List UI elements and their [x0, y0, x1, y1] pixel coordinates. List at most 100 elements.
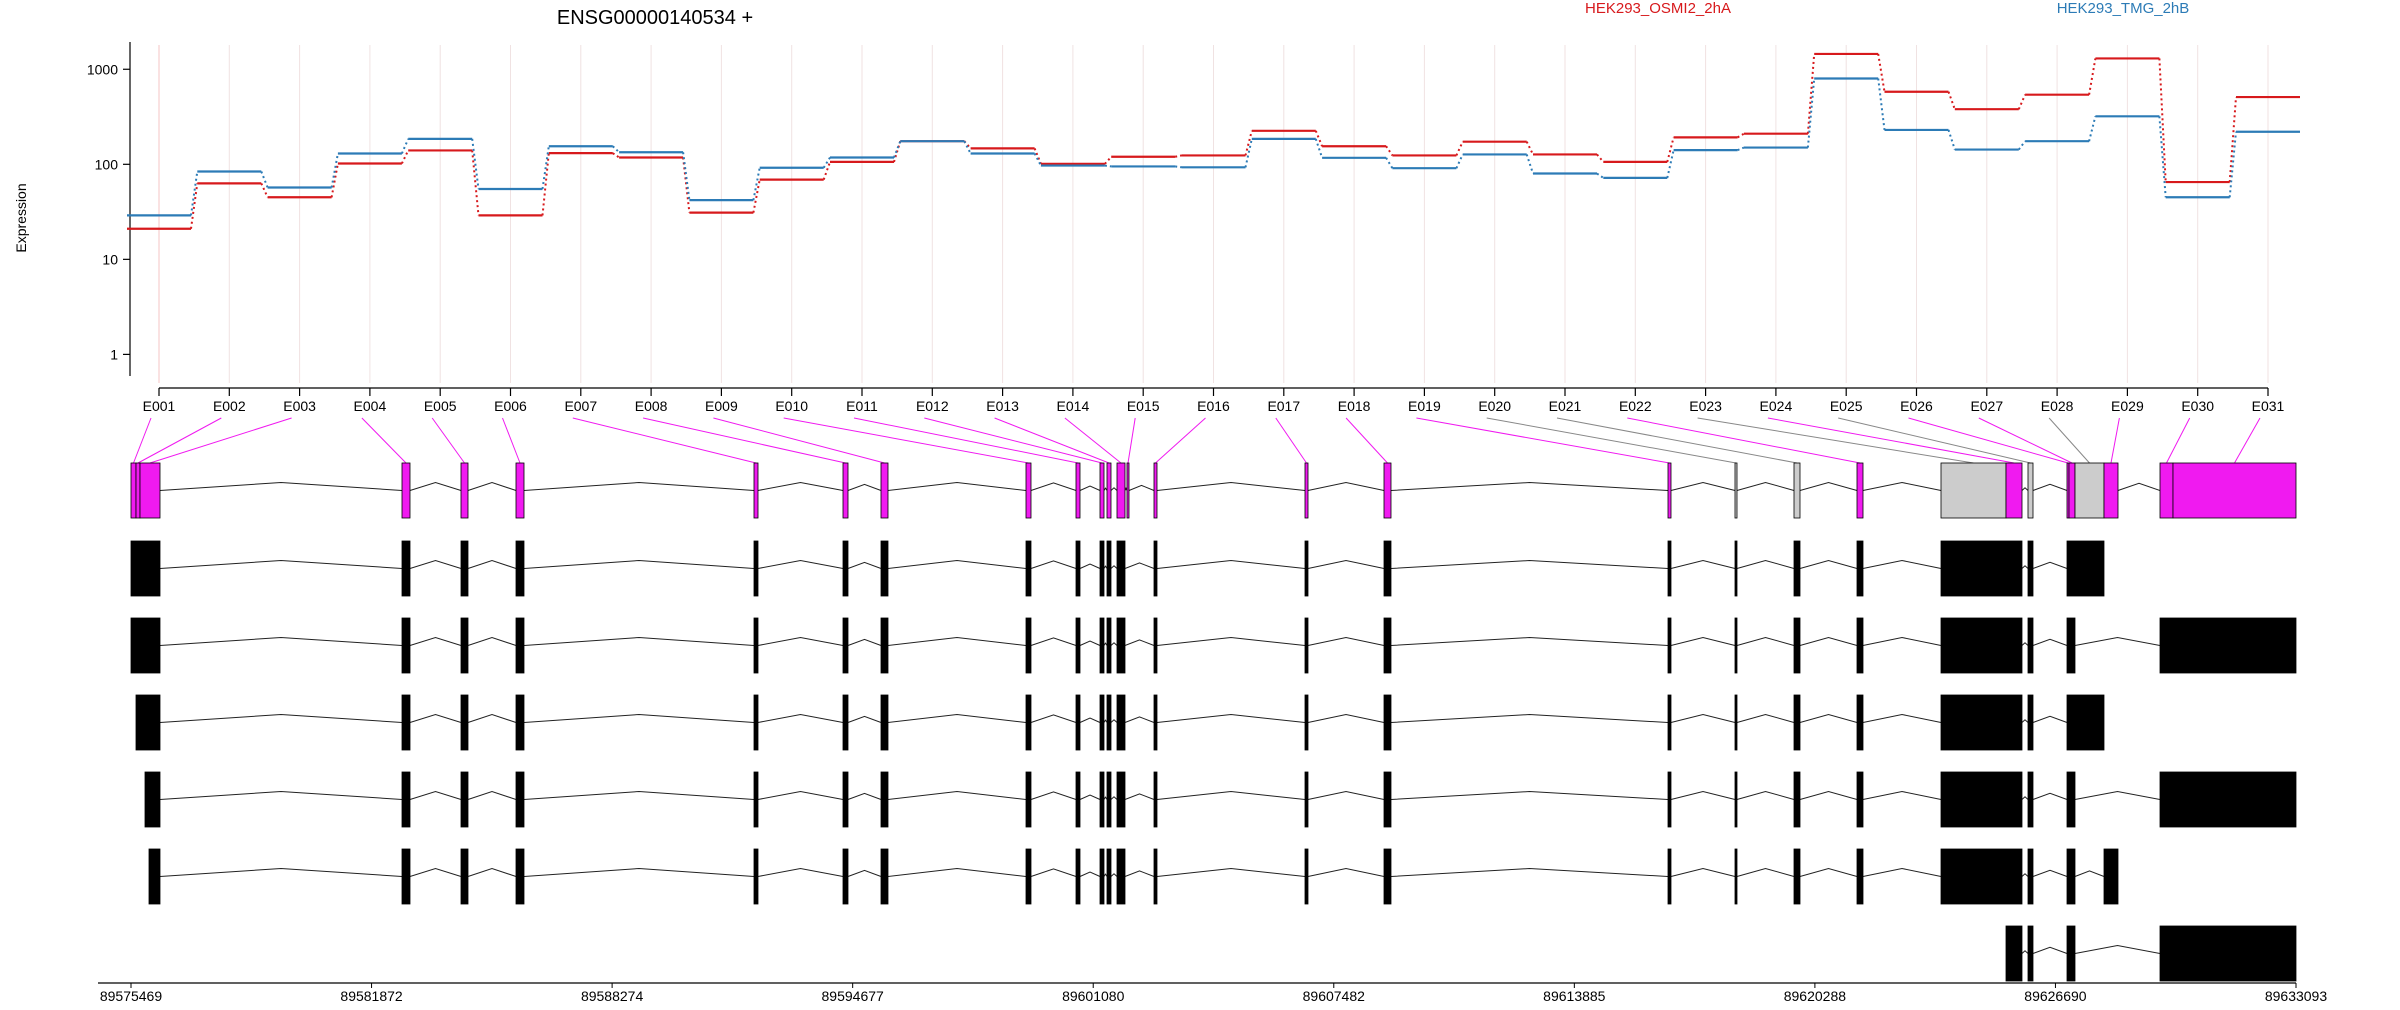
exon-block [1106, 848, 1112, 905]
exon-block [460, 848, 469, 905]
exon-block [2027, 848, 2034, 905]
exon-block [2159, 925, 2297, 982]
x-tick-label: E018 [1338, 398, 1371, 414]
x-tick-label: E015 [1127, 398, 1160, 414]
series-connector [1947, 91, 1956, 110]
series-connector [541, 146, 550, 190]
intron [1307, 481, 1385, 491]
genome-tick-label: 89607482 [1303, 988, 1366, 1004]
intron [1103, 642, 1108, 646]
exon-block [144, 771, 161, 828]
series-connector [1806, 78, 1816, 148]
series-connector [1033, 153, 1042, 167]
series-connector [1947, 129, 1956, 150]
intron [1862, 867, 1942, 877]
genome-tick-label: 89588274 [581, 988, 644, 1004]
intron [1799, 481, 1858, 491]
intron [1307, 636, 1385, 646]
intron [1124, 870, 1155, 877]
intron [1736, 636, 1795, 646]
x-tick-label: E030 [2181, 398, 2214, 414]
x-tick-label: E013 [986, 398, 1019, 414]
exon-block [1153, 617, 1158, 674]
exon-block [139, 462, 161, 519]
exon-block [1856, 694, 1864, 751]
intron [2021, 796, 2029, 800]
exon-block [1025, 617, 1032, 674]
intron [1124, 716, 1155, 723]
series-connector [612, 145, 620, 153]
intron [1390, 636, 1669, 646]
intron [1156, 867, 1306, 877]
exon-block [1153, 694, 1158, 751]
x-tick-label: E024 [1760, 398, 1793, 414]
intron [2032, 638, 2068, 646]
exon-block [1793, 540, 1801, 597]
x-tick-label: E022 [1619, 398, 1652, 414]
intron [1103, 565, 1108, 569]
exon-block [1116, 462, 1126, 519]
exon-block [2005, 462, 2023, 519]
x-tick-label: E014 [1057, 398, 1090, 414]
exon-connector [1908, 417, 2069, 464]
exon-block [515, 848, 525, 905]
intron [1124, 793, 1155, 800]
intron [1799, 559, 1858, 569]
intron [1862, 790, 1942, 800]
exon-block [1734, 694, 1738, 751]
exon-block [1025, 462, 1032, 519]
exon-block [1667, 540, 1672, 597]
exon-block [1383, 617, 1392, 674]
genome-tick-label: 89581872 [340, 988, 403, 1004]
intron [887, 559, 1027, 569]
exon-block [515, 771, 525, 828]
exon-block [1734, 771, 1738, 828]
series-connector [682, 157, 691, 213]
exon-connector [137, 417, 222, 464]
exon-block [1304, 462, 1309, 519]
intron [2032, 792, 2068, 800]
exon-block [1793, 848, 1801, 905]
intron [2021, 873, 2029, 877]
exon-block [2159, 462, 2174, 519]
exon-connector [133, 417, 152, 464]
intron [1736, 867, 1795, 877]
intron [409, 790, 462, 800]
exon-connector [1978, 417, 2073, 464]
intron [1103, 487, 1108, 491]
series-connector [2088, 58, 2097, 95]
exon-block [130, 462, 137, 519]
exon-block [1099, 694, 1105, 751]
intron [1307, 790, 1385, 800]
exon-connector [431, 417, 465, 464]
exon-connector [1627, 417, 1861, 464]
series-connector [1244, 138, 1253, 168]
exon-block [1106, 694, 1112, 751]
exon-block [1116, 771, 1126, 828]
intron [1390, 790, 1669, 800]
y-tick-label: 1000 [87, 61, 118, 77]
x-tick-label: E016 [1197, 398, 1230, 414]
series-connector [1877, 78, 1886, 131]
exon-block [1383, 462, 1392, 519]
intron [757, 867, 844, 877]
intron [757, 481, 844, 491]
intron [1156, 481, 1306, 491]
legend-series-1: HEK293_OSMI2_2hA [1585, 0, 1731, 17]
series-connector [1314, 138, 1324, 159]
exon-block [1153, 848, 1158, 905]
intron [523, 636, 755, 646]
series-connector [1175, 165, 1182, 169]
exon-block [1153, 771, 1158, 828]
exon-connector [2234, 417, 2261, 464]
x-tick-label: E001 [143, 398, 176, 414]
exon-block [880, 617, 889, 674]
exon-block [1099, 462, 1105, 519]
intron [1307, 713, 1385, 723]
intron [467, 790, 517, 800]
exon-block [2103, 462, 2119, 519]
x-tick-label: E002 [213, 398, 246, 414]
exon-block [135, 462, 141, 519]
intron [2074, 870, 2105, 877]
exon-block [1856, 540, 1864, 597]
